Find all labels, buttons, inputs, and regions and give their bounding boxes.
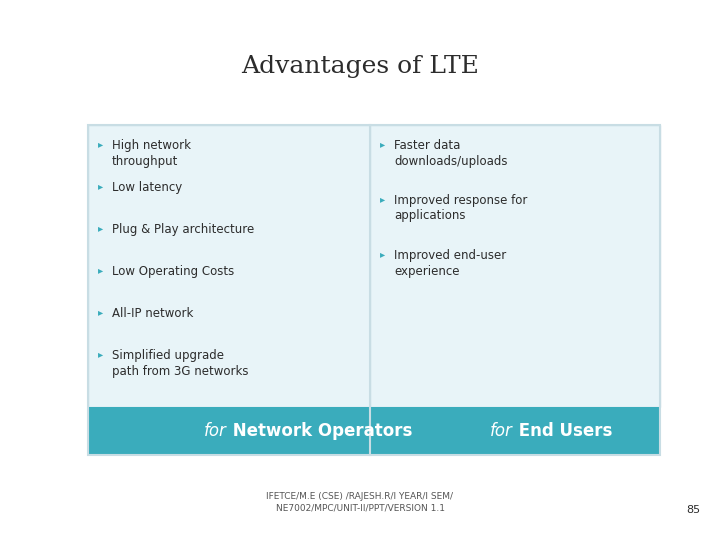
Text: High network
throughput: High network throughput	[112, 139, 191, 167]
Text: Plug & Play architecture: Plug & Play architecture	[112, 223, 254, 236]
Text: Improved response for
applications: Improved response for applications	[394, 194, 527, 222]
FancyBboxPatch shape	[88, 125, 370, 407]
Text: ▸: ▸	[98, 349, 103, 359]
Text: for: for	[490, 422, 513, 440]
Text: ▸: ▸	[380, 249, 385, 259]
Text: 85: 85	[686, 505, 700, 515]
Text: Simplified upgrade
path from 3G networks: Simplified upgrade path from 3G networks	[112, 349, 248, 377]
Text: ▸: ▸	[380, 139, 385, 149]
Text: ▸: ▸	[98, 307, 103, 317]
FancyBboxPatch shape	[370, 125, 660, 407]
Text: ▸: ▸	[98, 139, 103, 149]
Text: Low latency: Low latency	[112, 181, 182, 194]
Text: All-IP network: All-IP network	[112, 307, 194, 320]
Text: Low Operating Costs: Low Operating Costs	[112, 265, 234, 278]
FancyBboxPatch shape	[370, 407, 660, 455]
Text: End Users: End Users	[513, 422, 613, 440]
FancyBboxPatch shape	[88, 407, 370, 455]
Text: Faster data
downloads/uploads: Faster data downloads/uploads	[394, 139, 508, 167]
Text: for: for	[204, 422, 227, 440]
Text: ▸: ▸	[98, 223, 103, 233]
Text: Advantages of LTE: Advantages of LTE	[241, 55, 479, 78]
Text: ▸: ▸	[380, 194, 385, 204]
Text: IFETCE/M.E (CSE) /RAJESH.R/I YEAR/I SEM/
NE7002/MPC/UNIT-II/PPT/VERSION 1.1: IFETCE/M.E (CSE) /RAJESH.R/I YEAR/I SEM/…	[266, 491, 454, 512]
Text: Improved end-user
experience: Improved end-user experience	[394, 249, 506, 278]
Text: Network Operators: Network Operators	[227, 422, 413, 440]
Text: ▸: ▸	[98, 265, 103, 275]
Text: ▸: ▸	[98, 181, 103, 191]
